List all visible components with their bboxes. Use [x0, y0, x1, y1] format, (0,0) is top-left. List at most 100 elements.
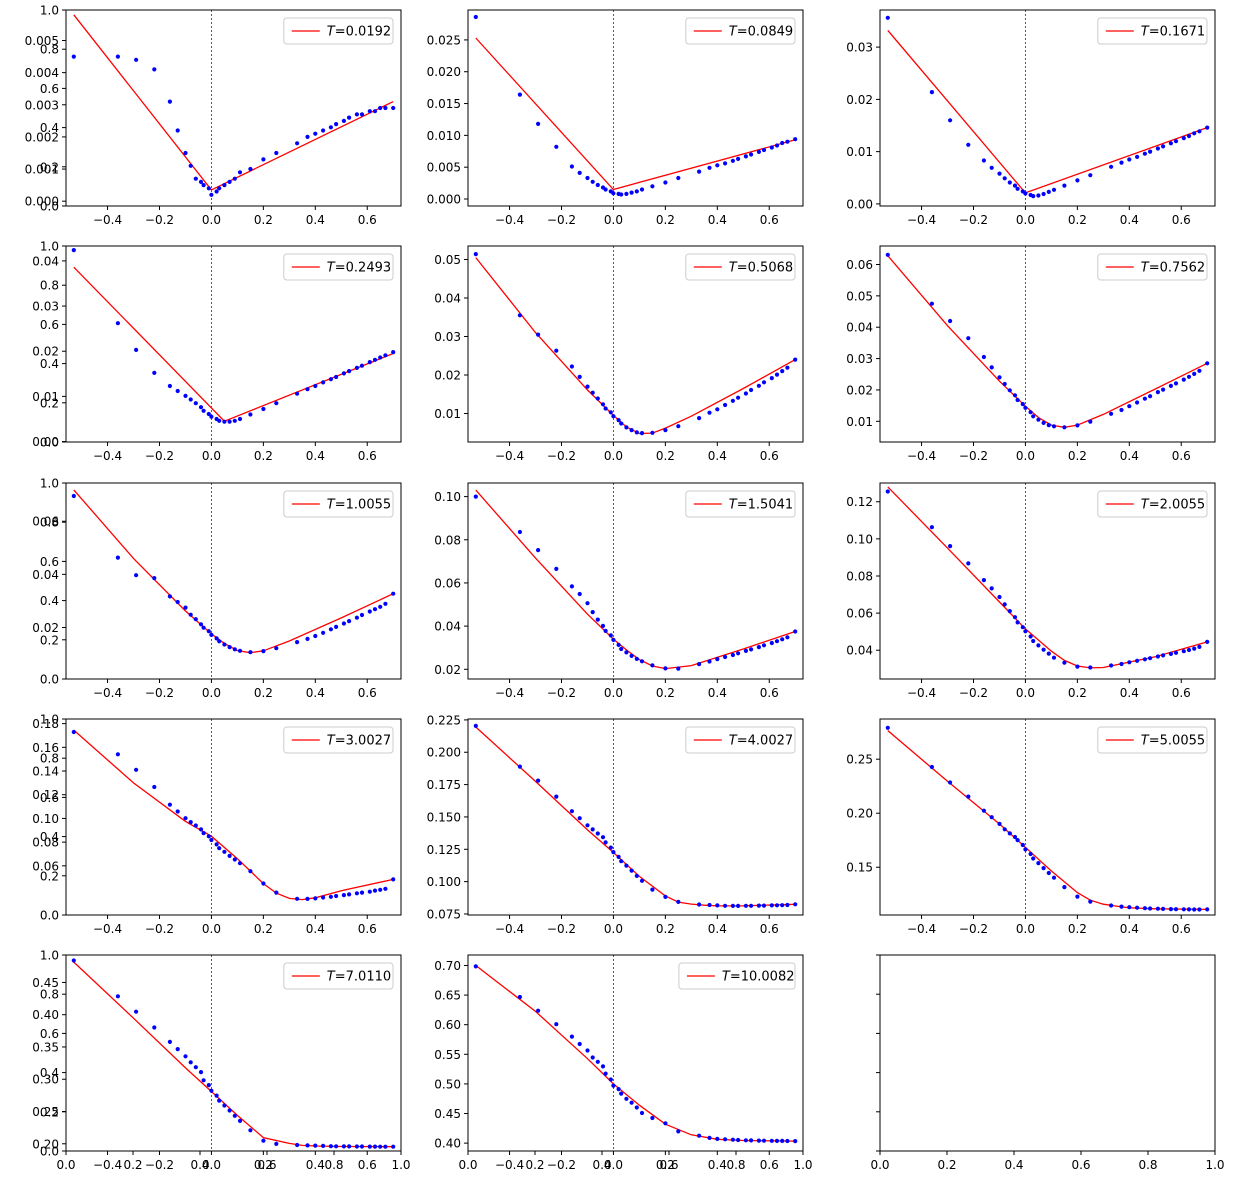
- xtick-label: 0.4: [708, 686, 727, 700]
- data-point: [201, 183, 206, 188]
- data-point: [929, 90, 935, 95]
- data-point: [71, 248, 76, 253]
- subplot-3: 0.00 0.01 0.02 0.03 −0.4 −0.2 0.0 0.2 0.4 0.6 T=0.…: [846, 9, 1216, 227]
- data-point: [1173, 381, 1179, 386]
- ghost-ytick-label: 0.6: [40, 555, 59, 569]
- data-point: [183, 605, 188, 610]
- data-point: [321, 895, 326, 900]
- data-point: [929, 301, 935, 306]
- data-point: [1075, 664, 1080, 669]
- data-point: [948, 544, 953, 549]
- xtick-label: 0.4: [708, 213, 727, 227]
- data-point: [585, 601, 590, 606]
- data-point: [697, 416, 702, 421]
- data-point: [590, 179, 595, 184]
- data-point: [232, 1113, 237, 1118]
- data-point: [1135, 658, 1140, 663]
- data-point: [313, 383, 318, 389]
- data-point: [359, 112, 365, 117]
- ytick-label: 0.10: [32, 812, 59, 826]
- ghost-xtick-label: 0.4: [592, 1158, 611, 1172]
- data-point: [1142, 396, 1147, 401]
- ghost-xtick-label: 0.6: [659, 1158, 678, 1172]
- data-point: [1088, 173, 1093, 178]
- data-point: [295, 141, 300, 146]
- data-point: [715, 903, 720, 908]
- ytick-label: 0.70: [434, 959, 461, 973]
- data-point: [749, 647, 754, 652]
- ytick-label: 0.001: [25, 163, 59, 177]
- data-point: [1062, 183, 1067, 188]
- xtick-label: −0.2: [547, 922, 576, 936]
- data-point: [1046, 189, 1051, 194]
- data-point: [188, 612, 193, 617]
- data-point: [261, 157, 266, 162]
- data-point: [193, 823, 198, 828]
- ytick-label: 0.03: [846, 352, 873, 366]
- axes-frame: [879, 245, 1216, 443]
- data-point: [248, 1128, 253, 1133]
- ytick-label: 0.55: [434, 1048, 461, 1062]
- data-point: [774, 903, 780, 908]
- xtick-label: 0.0: [1016, 686, 1035, 700]
- data-point: [639, 659, 645, 664]
- legend-label: T=0.0192: [327, 25, 391, 40]
- ghost-ytick-label: 0.8: [40, 516, 59, 530]
- data-point: [585, 175, 590, 181]
- legend-box: [283, 253, 394, 281]
- data-point: [152, 370, 157, 375]
- data-point: [780, 903, 785, 908]
- data-point: [1002, 176, 1007, 181]
- legend-label: T=0.2493: [327, 261, 391, 276]
- xtick-label: 0.0: [604, 449, 623, 463]
- data-point: [152, 576, 157, 581]
- data-point: [517, 994, 523, 1000]
- xtick-label: 0.0: [1016, 213, 1035, 227]
- ghost-ytick-label: 0.4: [40, 830, 59, 844]
- data-point: [1046, 870, 1051, 876]
- xtick-label: −0.4: [495, 922, 524, 936]
- data-point: [391, 591, 396, 596]
- data-point: [1135, 905, 1140, 910]
- xtick-label: −0.4: [495, 686, 524, 700]
- data-point: [793, 137, 798, 142]
- subplot-10: 0.0 0.2 0.4 0.6 0.8 1.0 0.06 0.08 0.10 0.12 0.14 0.…: [32, 713, 402, 936]
- data-point: [517, 764, 523, 769]
- data-point: [237, 648, 243, 653]
- data-point: [1002, 827, 1007, 832]
- data-point: [1148, 906, 1153, 911]
- data-point: [1028, 851, 1033, 857]
- data-point: [569, 809, 575, 814]
- subplot-15: 0.0 0.2 0.4 0.6 0.8 1.0: [870, 954, 1225, 1172]
- ghost-ytick-label: 0.6: [40, 1027, 59, 1041]
- data-point: [198, 1070, 204, 1075]
- data-point: [305, 387, 310, 392]
- data-point: [1036, 417, 1041, 422]
- xtick-label: 0.4: [708, 922, 727, 936]
- data-point: [1015, 186, 1020, 191]
- axes-frame: [467, 954, 804, 1152]
- data-point: [1161, 387, 1166, 392]
- data-point: [206, 1083, 211, 1088]
- xtick-label: 0.0: [202, 686, 221, 700]
- data-point: [1192, 371, 1197, 376]
- ytick-label: 0.04: [434, 291, 461, 305]
- data-point: [1062, 885, 1067, 890]
- axes-frame: [65, 482, 402, 680]
- data-point: [723, 654, 728, 660]
- data-point: [227, 645, 232, 650]
- data-point: [167, 99, 172, 104]
- data-point: [354, 615, 359, 620]
- data-point: [1168, 383, 1173, 388]
- data-point: [1181, 377, 1186, 382]
- data-point: [354, 365, 359, 370]
- data-point: [715, 163, 720, 168]
- data-point: [793, 357, 798, 362]
- data-point: [321, 1143, 326, 1148]
- xtick-label: 0.6: [1172, 213, 1191, 227]
- data-point: [193, 176, 198, 181]
- data-point: [650, 887, 655, 892]
- xtick-label: −0.4: [93, 922, 122, 936]
- data-point: [730, 903, 736, 909]
- data-point: [634, 189, 639, 194]
